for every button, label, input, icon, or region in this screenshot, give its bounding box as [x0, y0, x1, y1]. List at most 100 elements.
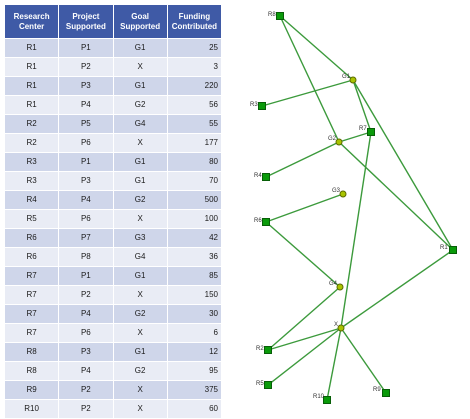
cell-goal: G1	[112, 76, 168, 96]
cell-funding: 100	[166, 209, 223, 229]
edge-r8-g1	[279, 15, 354, 81]
cell-project: P7	[58, 228, 114, 248]
table-row: R5 P6 X 100	[3, 209, 223, 229]
cell-funding: 3	[166, 57, 223, 77]
cell-research-center: R7	[3, 323, 60, 343]
cell-funding: 55	[166, 114, 223, 134]
table-row: R3 P1 G1 80	[3, 152, 223, 172]
edge-r10-x	[326, 327, 342, 401]
table-row: R2 P6 X 177	[3, 133, 223, 153]
cell-funding: 85	[166, 266, 223, 286]
research-center-node-r5	[264, 381, 272, 389]
research-center-node-r8	[276, 12, 284, 20]
cell-goal: X	[112, 57, 168, 77]
cell-project: P4	[58, 304, 114, 324]
table-row: R4 P4 G2 500	[3, 190, 223, 210]
cell-funding: 220	[166, 76, 223, 96]
node-label-g3: G3	[332, 188, 341, 194]
node-label-r10: R10	[313, 394, 325, 400]
node-label-r3: R3	[250, 102, 258, 108]
cell-goal: G2	[112, 95, 168, 115]
cell-goal: G4	[112, 247, 168, 267]
cell-goal: G2	[112, 190, 168, 210]
edge-r3-g1	[261, 79, 354, 107]
cell-research-center: R7	[3, 266, 60, 286]
cell-project: P6	[58, 323, 114, 343]
cell-funding: 375	[166, 380, 223, 400]
cell-project: P1	[58, 266, 114, 286]
table-row: R8 P4 G2 95	[3, 361, 223, 381]
cell-funding: 30	[166, 304, 223, 324]
cell-research-center: R2	[3, 133, 60, 153]
goal-node-x	[337, 324, 345, 332]
edge-r7-x	[340, 131, 372, 329]
node-label-g1: G1	[342, 74, 351, 80]
graph-edges	[261, 15, 454, 401]
cell-funding: 12	[166, 342, 223, 362]
cell-research-center: R3	[3, 171, 60, 191]
cell-funding: 177	[166, 133, 223, 153]
funding-table: Research Center Project Supported Goal S…	[3, 4, 223, 419]
edge-r7-g1	[352, 79, 372, 133]
edge-r1-x	[340, 249, 454, 329]
table-row: R1 P4 G2 56	[3, 95, 223, 115]
cell-goal: X	[112, 133, 168, 153]
cell-project: P4	[58, 361, 114, 381]
cell-project: P2	[58, 399, 114, 419]
table-row: R7 P4 G2 30	[3, 304, 223, 324]
header-funding-contributed: Funding Contributed	[166, 4, 223, 39]
table-row: R3 P3 G1 70	[3, 171, 223, 191]
cell-project: P1	[58, 38, 114, 58]
node-label-r8: R8	[268, 12, 276, 18]
cell-project: P3	[58, 76, 114, 96]
table-row: R7 P2 X 150	[3, 285, 223, 305]
cell-project: P4	[58, 190, 114, 210]
table-row: R9 P2 X 375	[3, 380, 223, 400]
cell-project: P3	[58, 342, 114, 362]
cell-research-center: R1	[3, 76, 60, 96]
header-project-supported: Project Supported	[58, 4, 114, 39]
cell-research-center: R6	[3, 247, 60, 267]
research-center-node-r6	[262, 218, 270, 226]
node-label-x: X	[334, 322, 338, 328]
node-label-r9: R9	[373, 387, 381, 393]
research-center-node-r9	[382, 389, 390, 397]
cell-goal: G1	[112, 38, 168, 58]
node-label-r1: R1	[440, 245, 448, 251]
cell-research-center: R7	[3, 285, 60, 305]
table-row: R10 P2 X 60	[3, 399, 223, 419]
research-center-node-r7	[367, 128, 375, 136]
table-row: R7 P6 X 6	[3, 323, 223, 343]
edge-r8-g2	[279, 15, 340, 143]
cell-goal: X	[112, 285, 168, 305]
cell-funding: 56	[166, 95, 223, 115]
cell-project: P3	[58, 171, 114, 191]
node-label-r6: R6	[254, 218, 262, 224]
cell-goal: G1	[112, 266, 168, 286]
edge-r4-g2	[265, 141, 340, 178]
cell-project: P1	[58, 152, 114, 172]
cell-funding: 70	[166, 171, 223, 191]
table-body: R1 P1 G1 25 R1 P2 X 3 R1 P3 G1 220 R1 P4 G2 56 R2 P5 G4 55 R…	[3, 38, 223, 419]
edge-r7-g2	[338, 131, 372, 143]
goal-node-g4	[336, 283, 344, 291]
edge-r5-x	[267, 327, 342, 386]
goal-node-g1	[349, 76, 357, 84]
research-center-node-r2	[264, 346, 272, 354]
cell-research-center: R7	[3, 304, 60, 324]
cell-goal: G4	[112, 114, 168, 134]
goal-node-g2	[335, 138, 343, 146]
cell-project: P2	[58, 380, 114, 400]
cell-research-center: R5	[3, 209, 60, 229]
node-label-g4: G4	[329, 281, 338, 287]
node-label-r4: R4	[254, 173, 262, 179]
edge-r1-g2	[338, 141, 454, 251]
cell-research-center: R1	[3, 95, 60, 115]
edge-r2-g4	[267, 286, 341, 351]
research-center-node-r4	[262, 173, 270, 181]
cell-funding: 6	[166, 323, 223, 343]
cell-project: P8	[58, 247, 114, 267]
cell-goal: G2	[112, 361, 168, 381]
cell-funding: 42	[166, 228, 223, 248]
table-header: Research Center Project Supported Goal S…	[3, 4, 223, 39]
